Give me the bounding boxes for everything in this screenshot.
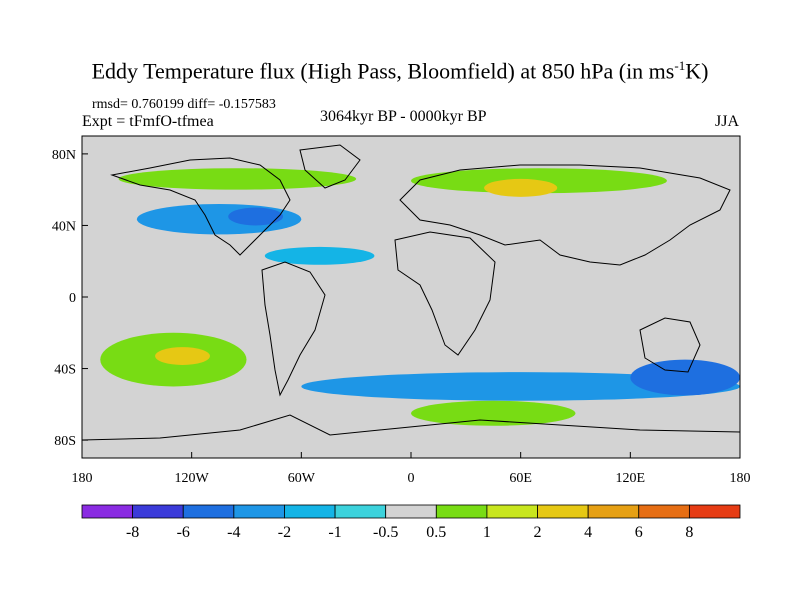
map-title: Eddy Temperature flux (High Pass, Bloomf… (91, 58, 709, 84)
eurasia-coast (399, 164, 731, 266)
lat-tick-label: 40N (52, 219, 76, 234)
lon-tick-label: 0 (408, 471, 415, 486)
colorbar-label: 0.5 (426, 524, 446, 541)
australia-coast (639, 317, 701, 373)
colorbar-label: 4 (584, 524, 592, 541)
field-region-south-pacific-maximum (155, 347, 210, 365)
africa-coast (394, 231, 496, 356)
coastlines (82, 144, 740, 441)
colorbar-swatch (688, 504, 741, 519)
colorbar-swatch (81, 504, 134, 519)
colorbar-swatch (587, 504, 640, 519)
period-label: 3064kyr BP - 0000kyr BP (320, 108, 487, 125)
colorbar-swatch (132, 504, 184, 519)
colorbar-swatch (486, 504, 538, 519)
colorbar-label: 1 (483, 524, 491, 541)
stats-label: rmsd= 0.760199 diff= -0.157583 (92, 97, 276, 112)
lat-tick-label: 40S (54, 363, 76, 378)
colorbar-swatch (638, 504, 690, 519)
experiment-label: Expt = tFmfO-tfmea (82, 113, 214, 130)
season-label: JJA (715, 113, 740, 130)
south-america-coast (261, 261, 326, 397)
latitude-axis: 80N 40N 0 40S 80S (52, 148, 88, 449)
lon-tick-label: 60E (509, 471, 532, 486)
colorbar-swatch (284, 504, 336, 519)
colorbar-label: -0.5 (373, 524, 398, 541)
colorbar-label: 6 (635, 524, 643, 541)
colorbar: -8 -6 -4 -2 -1 -0.5 0.5 1 2 4 6 8 (81, 504, 741, 541)
lon-tick-label: 120W (175, 471, 210, 486)
north-america-coast (110, 157, 291, 256)
colorbar-label: -1 (328, 524, 341, 541)
lat-tick-label: 80S (54, 434, 76, 449)
colorbar-label: -8 (126, 524, 139, 541)
colorbar-swatch (233, 504, 285, 519)
greenland-coast (299, 144, 361, 189)
flux-field (100, 168, 740, 426)
colorbar-swatch (385, 504, 437, 519)
colorbar-label: -6 (177, 524, 190, 541)
lat-tick-label: 0 (69, 291, 76, 306)
colorbar-swatch (435, 504, 488, 519)
lon-tick-label: 180 (730, 471, 751, 486)
colorbar-swatch (182, 504, 235, 519)
lon-tick-label: 60W (288, 471, 316, 486)
longitude-axis: 180 120W 60W 0 60E 120E 180 (72, 452, 751, 486)
colorbar-label: 8 (685, 524, 693, 541)
lon-tick-label: 120E (616, 471, 646, 486)
colorbar-label: -2 (278, 524, 291, 541)
field-region-southern-ocean-negative (301, 372, 740, 401)
field-region-australia-negative (630, 359, 740, 396)
field-region-indian-ocean-band (411, 400, 576, 426)
colorbar-label: 2 (534, 524, 542, 541)
field-region-labrador-negative (228, 207, 284, 226)
lon-tick-label: 180 (72, 471, 93, 486)
antarctica-coast (82, 414, 740, 441)
colorbar-label: -4 (227, 524, 240, 541)
field-region-siberia-maximum (484, 178, 558, 197)
field-region-tropical-atlantic-negative (264, 246, 375, 265)
colorbar-swatch (334, 504, 387, 519)
colorbar-swatch (537, 504, 589, 519)
field-region-north-atlantic-band (118, 168, 357, 190)
lat-tick-label: 80N (52, 148, 76, 163)
